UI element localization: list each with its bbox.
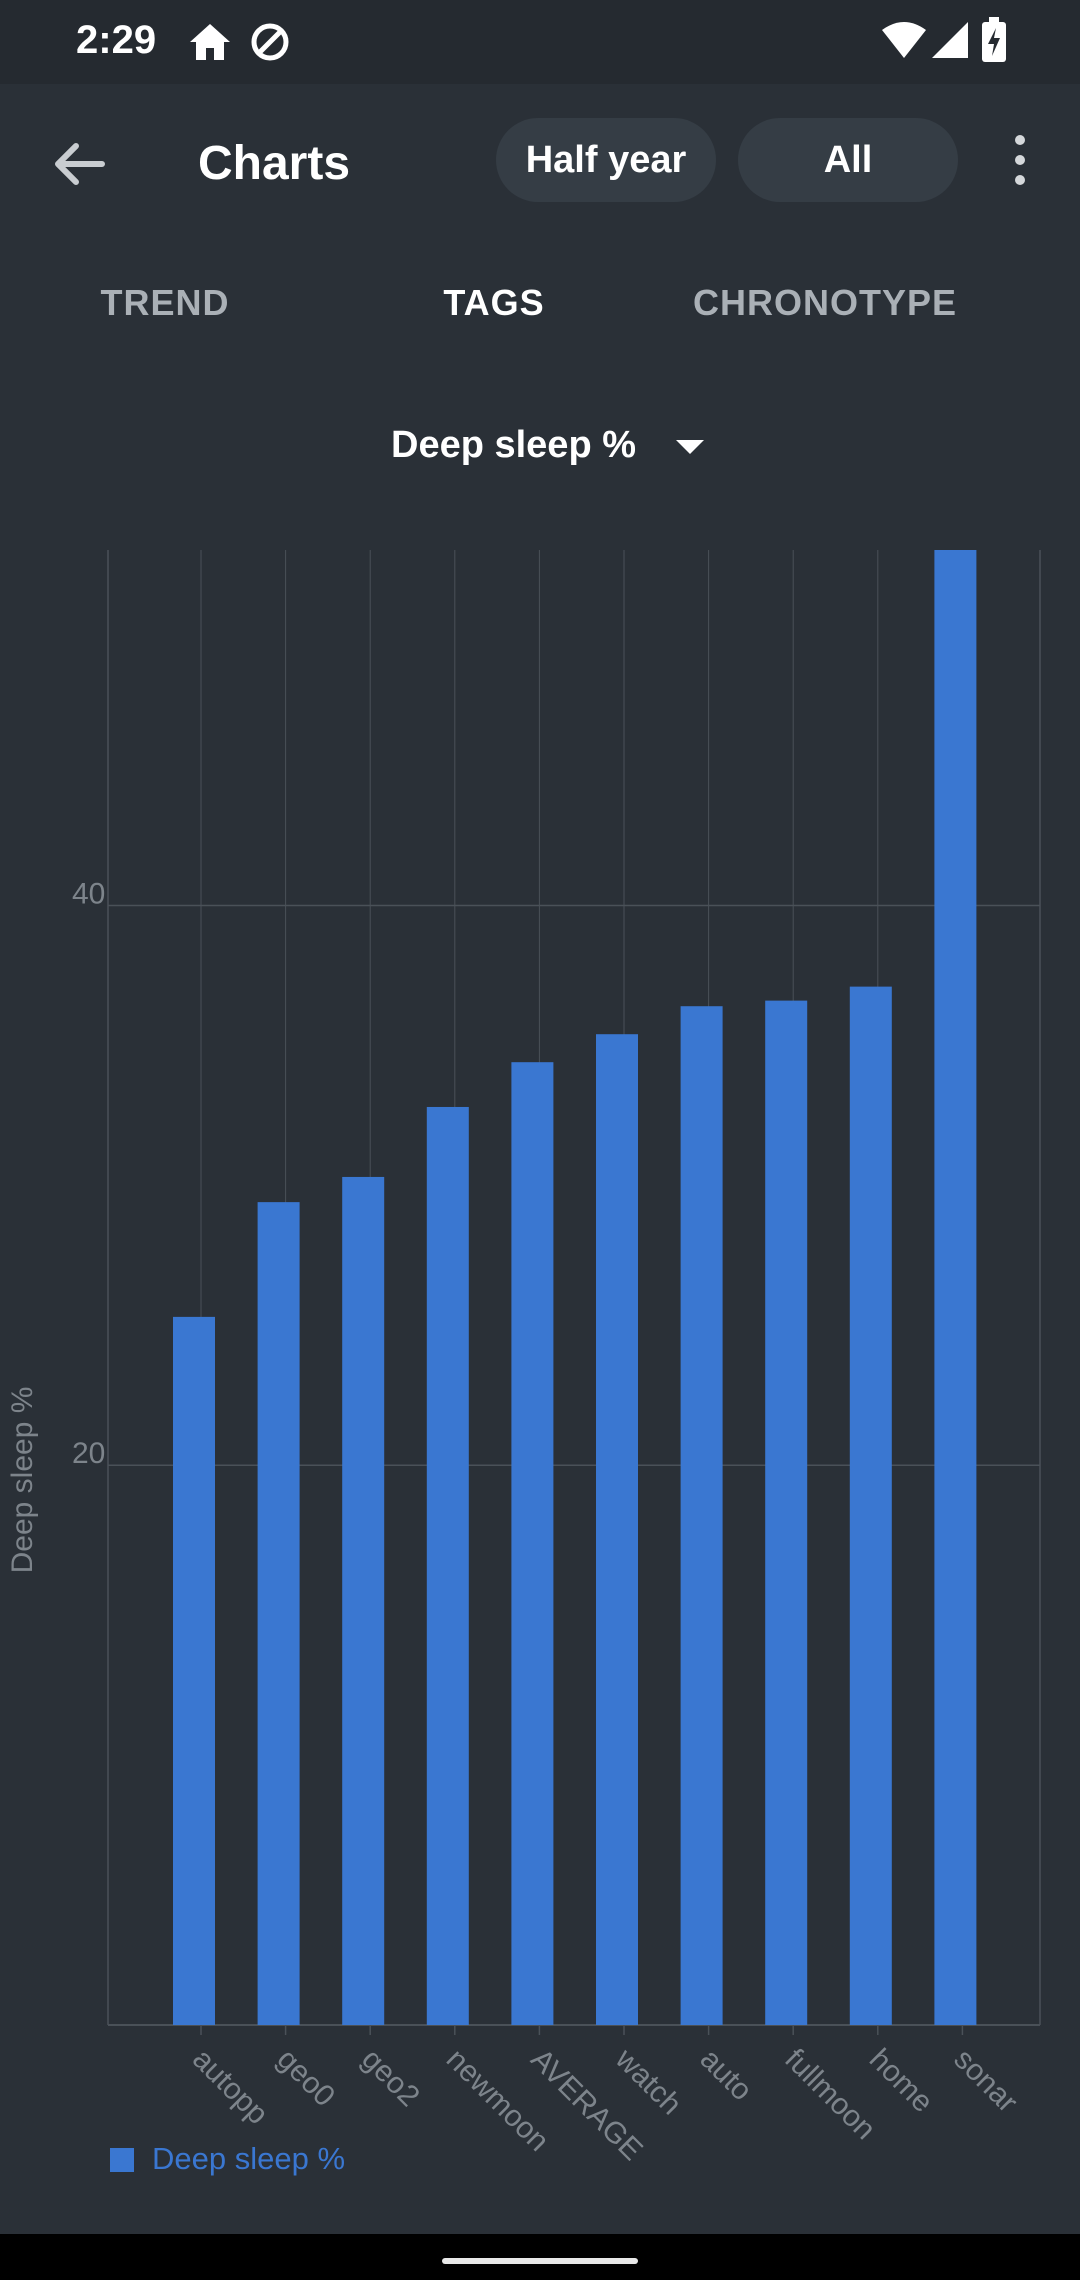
legend-label: Deep sleep % xyxy=(152,2141,345,2176)
page-title: Charts xyxy=(198,137,351,190)
bar-geo2 xyxy=(342,1176,385,2025)
tab-tags[interactable]: TAGS xyxy=(443,282,545,323)
y-tick-label: 20 xyxy=(72,1437,105,1470)
x-tick-label: auto xyxy=(694,2043,759,2108)
bar-newmoon xyxy=(426,1106,469,2025)
bar-watch xyxy=(596,1034,638,2025)
x-tick-label: geo2 xyxy=(355,2043,426,2114)
bar-autopp xyxy=(173,1316,215,2025)
x-tick-label: watch xyxy=(608,2042,687,2121)
y-axis-title: Deep sleep % xyxy=(6,1387,39,1574)
legend-swatch xyxy=(110,2148,134,2172)
bar-auto xyxy=(680,1006,723,2025)
back-arrow-icon[interactable] xyxy=(40,124,120,204)
status-bar: 2:29 xyxy=(0,0,1080,84)
status-time: 2:29 xyxy=(76,18,157,62)
tab-chronotype[interactable]: CHRONOTYPE xyxy=(692,282,958,323)
tab-trend[interactable]: TREND xyxy=(100,282,230,323)
dropdown-arrow-icon[interactable] xyxy=(672,434,708,460)
bar-geo0 xyxy=(257,1202,300,2025)
more-options-icon[interactable] xyxy=(1000,130,1040,190)
cellular-signal-icon xyxy=(932,22,968,58)
x-tick-label: home xyxy=(863,2043,939,2119)
y-tick-label: 40 xyxy=(72,877,105,910)
tab-bar: TREND TAGS CHRONOTYPE xyxy=(0,262,1080,346)
x-tick-label: geo0 xyxy=(271,2043,342,2114)
home-icon xyxy=(190,24,230,60)
x-tick-label: fullmoon xyxy=(778,2043,882,2147)
app-bar: Charts Half year All xyxy=(0,84,1080,240)
bar-sonar xyxy=(934,550,977,2025)
filter-button[interactable]: All xyxy=(738,118,958,202)
x-tick-label: sonar xyxy=(947,2043,1023,2119)
wifi-icon xyxy=(882,22,926,58)
bar-home xyxy=(849,986,892,2025)
home-gesture-handle[interactable] xyxy=(442,2258,638,2264)
x-tick-label: autopp xyxy=(186,2043,274,2131)
bar-fullmoon xyxy=(765,1000,808,2025)
bar-AVERAGE xyxy=(511,1062,554,2025)
metric-selector[interactable]: Deep sleep % xyxy=(391,424,636,466)
navigation-bar xyxy=(0,2234,1080,2280)
period-button[interactable]: Half year xyxy=(496,118,716,202)
data-saver-icon xyxy=(251,23,289,61)
battery-charging-icon xyxy=(982,17,1006,62)
